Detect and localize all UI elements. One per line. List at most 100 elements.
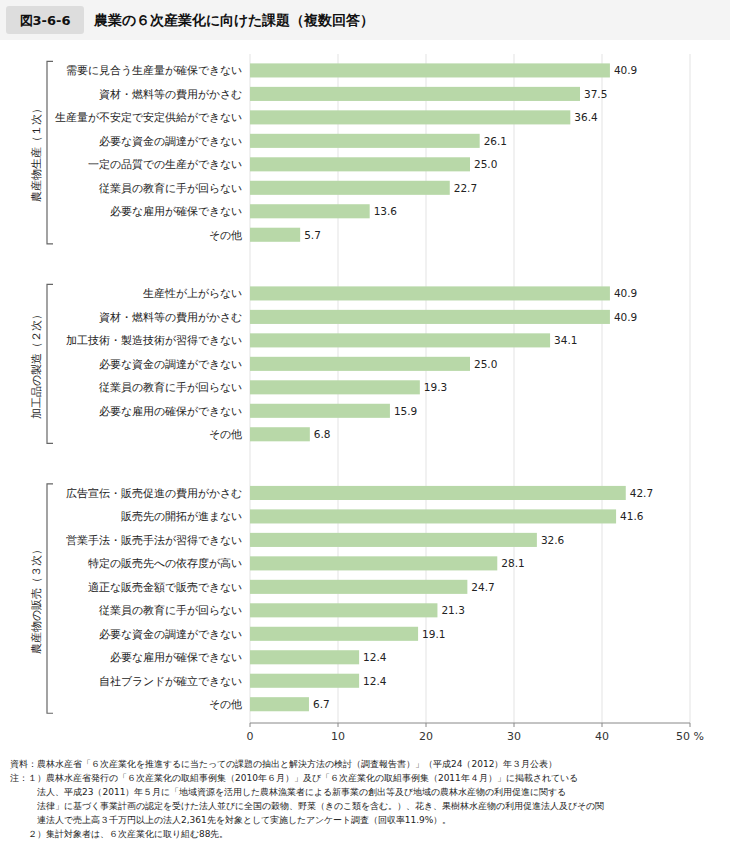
category-label: 適正な販売金額で販売できない bbox=[88, 581, 242, 594]
category-label: 営業手法・販売手法が習得できない bbox=[66, 534, 242, 547]
bar bbox=[250, 650, 359, 664]
category-label: 一定の品質での生産ができない bbox=[88, 158, 242, 171]
x-tick-label: 10 bbox=[331, 730, 345, 743]
category-label: 資材・燃料等の費用がかさむ bbox=[99, 311, 242, 324]
bar bbox=[250, 556, 497, 570]
data-label: 41.6 bbox=[620, 510, 644, 522]
grid-line bbox=[690, 54, 691, 723]
grid-line bbox=[602, 54, 603, 723]
data-label: 28.1 bbox=[501, 557, 524, 569]
data-label: 19.3 bbox=[424, 381, 447, 393]
category-label: 従業員の教育に手が回らない bbox=[99, 381, 242, 394]
category-label: 資材・燃料等の費用がかさむ bbox=[99, 88, 242, 101]
data-label: 15.9 bbox=[394, 405, 417, 417]
category-label: 生産量が不安定で安定供給ができない bbox=[55, 111, 242, 124]
chart: 図3-6-6農業の６次産業化に向けた課題（複数回答）01020304050 %需… bbox=[0, 0, 730, 849]
bar bbox=[250, 697, 309, 711]
labels: 需要に見合う生産量が確保できない40.9資材・燃料等の費用がかさむ37.5生産量… bbox=[55, 64, 653, 711]
bar bbox=[250, 580, 467, 594]
grid-line bbox=[514, 54, 515, 723]
bar bbox=[250, 357, 470, 371]
category-label: 販売先の開拓が進まない bbox=[121, 510, 242, 523]
bar bbox=[250, 63, 610, 77]
x-axis-line bbox=[250, 723, 690, 724]
x-axis: 01020304050 % bbox=[247, 723, 704, 743]
data-label: 40.9 bbox=[614, 311, 637, 323]
x-tick bbox=[690, 723, 691, 727]
group-bracket bbox=[47, 284, 53, 443]
category-label: 従業員の教育に手が回らない bbox=[99, 182, 242, 195]
bar bbox=[250, 333, 550, 347]
figure-label-badge bbox=[6, 6, 84, 34]
data-label: 42.7 bbox=[630, 487, 653, 499]
note: 法律」に基づく事業計画の認定を受けた法人並びに全国の穀物、野菜（きのこ類を含む。… bbox=[10, 801, 604, 811]
group-brackets: 農産物生産（１次） 加工品の製造（２次） 農産物の販売（３次） bbox=[30, 61, 53, 713]
group-label: 農産物の販売（３次） bbox=[30, 544, 43, 654]
x-tick bbox=[514, 723, 515, 727]
category-label: 従業員の教育に手が回らない bbox=[99, 604, 242, 617]
category-label: 加工技術・製造技術が習得できない bbox=[66, 334, 242, 347]
bar bbox=[250, 87, 580, 101]
category-label: 必要な雇用が確保できない bbox=[110, 651, 242, 664]
bar bbox=[250, 486, 626, 500]
header-bg bbox=[0, 0, 730, 40]
bar bbox=[250, 509, 616, 523]
x-tick bbox=[338, 723, 339, 727]
data-label: 12.4 bbox=[363, 651, 387, 663]
data-label: 12.4 bbox=[363, 675, 387, 687]
data-label: 40.9 bbox=[614, 287, 637, 299]
note: 法人、平成23（2011）年５月に「地域資源を活用した農林漁業者による新事業の創… bbox=[10, 787, 566, 797]
category-label: 必要な資金の調達ができない bbox=[99, 628, 242, 641]
bar bbox=[250, 157, 470, 171]
data-label: 36.4 bbox=[574, 111, 598, 123]
bar bbox=[250, 110, 570, 124]
bar bbox=[250, 627, 418, 641]
category-label: 必要な資金の調達ができない bbox=[99, 358, 242, 371]
data-label: 25.0 bbox=[474, 358, 497, 370]
data-label: 25.0 bbox=[474, 158, 497, 170]
data-label: 6.8 bbox=[314, 428, 331, 440]
data-label: 40.9 bbox=[614, 64, 637, 76]
bar bbox=[250, 286, 610, 300]
data-label: 21.3 bbox=[441, 604, 464, 616]
x-tick-label: 40 bbox=[595, 730, 609, 743]
data-label: 13.6 bbox=[374, 205, 398, 217]
data-label: 19.1 bbox=[422, 628, 445, 640]
bars bbox=[250, 63, 626, 711]
x-tick-label: 50 % bbox=[676, 730, 704, 743]
bar bbox=[250, 204, 370, 218]
note: 注：１）農林水産省発行の「６次産業化の取組事例集（2010年６月）」及び「６次産… bbox=[10, 773, 578, 783]
data-label: 6.7 bbox=[313, 698, 330, 710]
data-label: 26.1 bbox=[484, 135, 507, 147]
group-label: 加工品の製造（２次） bbox=[30, 309, 43, 419]
data-label: 34.1 bbox=[554, 334, 577, 346]
category-label: 特定の販売先への依存度が高い bbox=[88, 557, 242, 570]
group-bracket bbox=[47, 484, 53, 713]
note: 資料：農林水産省「６次産業化を推進するに当たっての課題の抽出と解決方法の検討（調… bbox=[10, 759, 557, 769]
bar bbox=[250, 533, 537, 547]
category-label: その他 bbox=[209, 229, 242, 242]
bar bbox=[250, 181, 450, 195]
category-label: その他 bbox=[209, 698, 242, 711]
x-tick-label: 20 bbox=[419, 730, 433, 743]
bar bbox=[250, 380, 420, 394]
bar bbox=[250, 310, 610, 324]
bar bbox=[250, 427, 310, 441]
x-tick bbox=[426, 723, 427, 727]
x-tick bbox=[602, 723, 603, 727]
bar bbox=[250, 404, 390, 418]
data-label: 24.7 bbox=[471, 581, 494, 593]
bar bbox=[250, 603, 437, 617]
data-label: 22.7 bbox=[454, 182, 477, 194]
category-label: その他 bbox=[209, 428, 242, 441]
bar bbox=[250, 228, 300, 242]
note: ２）集計対象者は、６次産業化に取り組む88先。 bbox=[10, 829, 228, 839]
title: 農業の６次産業化に向けた課題（複数回答） bbox=[93, 12, 374, 28]
category-label: 広告宣伝・販売促進の費用がかさむ bbox=[66, 487, 242, 500]
bar bbox=[250, 674, 359, 688]
group-label: 農産物生産（１次） bbox=[30, 103, 43, 202]
group-bracket bbox=[47, 61, 53, 243]
data-label: 37.5 bbox=[584, 88, 607, 100]
notes: 資料：農林水産省「６次産業化を推進するに当たっての課題の抽出と解決方法の検討（調… bbox=[10, 759, 604, 839]
x-tick-label: 30 bbox=[507, 730, 521, 743]
